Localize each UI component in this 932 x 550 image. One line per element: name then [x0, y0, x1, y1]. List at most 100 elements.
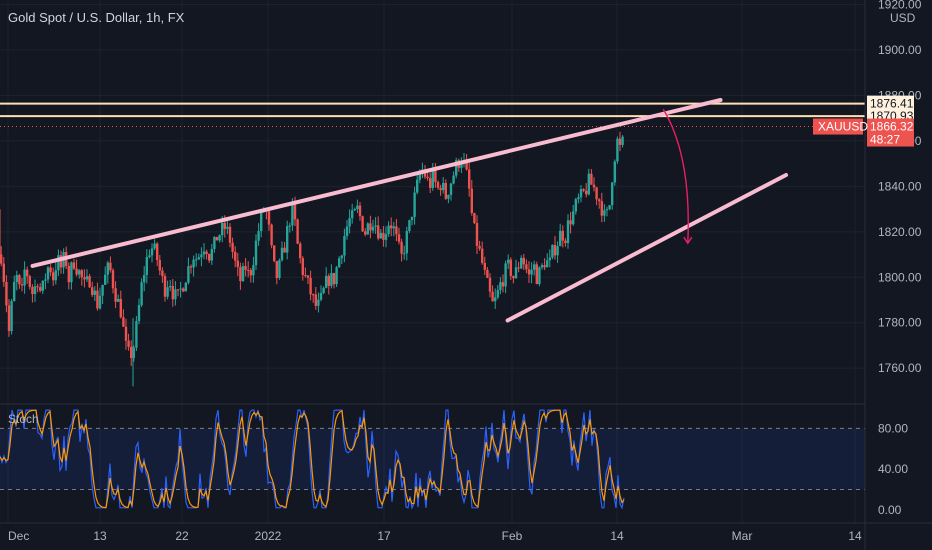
- candle-body: [395, 226, 398, 235]
- candle-body: [460, 162, 463, 168]
- candle-body: [184, 282, 187, 292]
- candle-body: [189, 266, 193, 268]
- candle-body: [434, 168, 437, 182]
- price-tick-label: 1820.00: [878, 225, 922, 239]
- candle-body: [488, 277, 492, 292]
- projection-arrowhead: [683, 236, 693, 245]
- stoch-d-line: [0, 409, 625, 509]
- stoch-tick-label: 80.00: [878, 421, 908, 435]
- candle-body: [109, 262, 112, 271]
- candle-body: [59, 255, 63, 268]
- candle-body: [140, 282, 143, 306]
- candle-body: [569, 220, 572, 225]
- candle-body: [101, 284, 104, 296]
- candle-body: [137, 305, 141, 322]
- candle-body: [475, 223, 479, 246]
- candle-body: [176, 289, 180, 291]
- candle-body: [572, 211, 575, 225]
- projection[interactable]: [662, 108, 693, 245]
- candle-body: [509, 259, 512, 276]
- candle-body: [473, 213, 476, 224]
- candle-body: [20, 284, 24, 286]
- candle-body: [605, 209, 609, 211]
- stoch-tick-label: 0.00: [878, 503, 902, 517]
- candle-body: [156, 243, 159, 261]
- candle-body: [26, 269, 29, 277]
- price-axis[interactable]: 1920.001900.001880.001860.001840.001820.…: [878, 0, 922, 375]
- candle-body: [296, 219, 299, 244]
- candle-body: [228, 226, 232, 243]
- candle-body: [390, 225, 393, 229]
- channel[interactable]: [30, 98, 789, 323]
- candle-body: [338, 258, 341, 268]
- candle-body: [504, 263, 507, 287]
- candle-body: [127, 340, 130, 347]
- candle-body: [356, 205, 359, 210]
- candle-body: [236, 260, 239, 268]
- candle-body: [192, 259, 195, 268]
- price-label-box: [867, 95, 914, 112]
- candle-body: [18, 275, 21, 285]
- candle-body: [468, 169, 471, 189]
- candle-body: [163, 276, 167, 297]
- candle-body: [603, 210, 606, 216]
- candle-body: [319, 293, 323, 300]
- candle-body: [600, 201, 603, 216]
- time-axis[interactable]: Dec 13 22 2022 17 Feb 14 Mar 14: [8, 529, 862, 543]
- candle-body: [546, 260, 549, 268]
- candle-body: [280, 247, 284, 261]
- candle-body: [114, 288, 117, 302]
- candle-body: [418, 173, 421, 180]
- candle-body: [5, 281, 8, 306]
- stoch-axis[interactable]: 80.00 40.00 0.00: [878, 421, 908, 516]
- candle-body: [275, 261, 278, 279]
- candle-body: [465, 160, 468, 170]
- candle-body: [392, 226, 395, 229]
- candle-body: [252, 265, 255, 276]
- candle-body: [325, 275, 328, 288]
- candle-body: [481, 248, 484, 264]
- candle-body: [111, 270, 115, 289]
- candle-body: [171, 286, 174, 300]
- current-price-text: 1866.32: [870, 120, 914, 134]
- candle-body: [278, 260, 281, 279]
- candle-body: [384, 234, 388, 240]
- candle-body: [215, 236, 219, 241]
- candle-body: [75, 268, 78, 275]
- candle-body: [444, 182, 447, 199]
- channel-lower-line: [505, 173, 789, 323]
- current-price-box: [867, 118, 914, 147]
- symbol-text: XAUUSD: [818, 120, 868, 134]
- horizontal-lines[interactable]: [0, 102, 865, 128]
- candle-body: [483, 263, 486, 270]
- stochastic: [0, 409, 865, 510]
- candle-body: [231, 242, 234, 252]
- candle-body: [566, 220, 570, 244]
- candle-body: [124, 326, 128, 341]
- candle-body: [312, 294, 315, 296]
- candle-body: [590, 173, 593, 185]
- candle-body: [507, 259, 510, 264]
- candle-body: [197, 257, 200, 260]
- candle-body: [221, 222, 224, 236]
- candle-body: [413, 192, 416, 217]
- candle-body: [72, 262, 76, 269]
- candle-body: [288, 225, 291, 227]
- candle-body: [317, 299, 320, 306]
- candle-body: [260, 211, 263, 232]
- candle-body: [353, 209, 356, 211]
- candle-body: [98, 295, 102, 309]
- price-tick-label: 1800.00: [878, 270, 922, 284]
- candle-body: [148, 255, 151, 258]
- candle-body: [345, 226, 349, 237]
- time-tick-label: Dec: [8, 529, 29, 543]
- candle-body: [340, 255, 343, 259]
- candle-body: [561, 230, 564, 241]
- candle-body: [304, 274, 307, 276]
- candle-body: [585, 190, 588, 195]
- candle-body: [330, 273, 333, 286]
- candle-body: [91, 287, 94, 295]
- candle-body: [135, 321, 138, 348]
